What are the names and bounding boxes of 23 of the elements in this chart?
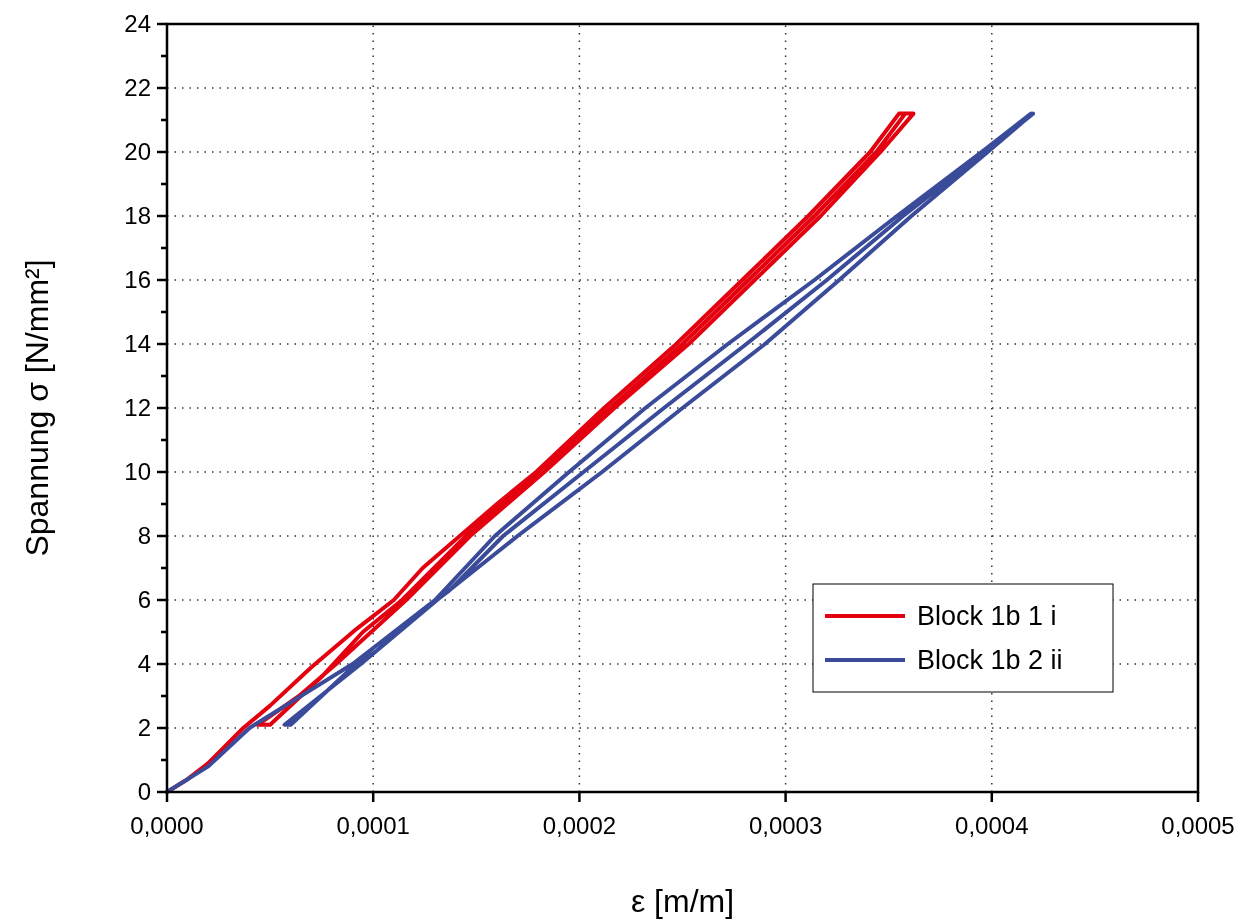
x-tick-label: 0,0004 <box>955 812 1029 839</box>
y-tick-label: 6 <box>137 586 151 614</box>
x-tick-label: 0,0005 <box>1161 812 1235 839</box>
y-axis-title: Spannung σ [N/mm²] <box>19 259 55 557</box>
x-tick-label: 0,0001 <box>336 812 410 839</box>
y-tick-label: 8 <box>137 522 151 550</box>
y-tick-label: 0 <box>137 778 151 806</box>
x-tick-label: 0,0002 <box>542 812 617 839</box>
y-tick-label: 18 <box>124 202 151 230</box>
y-tick-label: 14 <box>124 330 151 358</box>
x-tick-label: 0,0000 <box>130 812 204 839</box>
y-tick-label: 4 <box>137 650 151 678</box>
y-tick-label: 2 <box>137 714 151 742</box>
legend-label: Block 1b 2 ii <box>917 645 1063 676</box>
y-tick-label: 12 <box>124 394 151 422</box>
y-tick-label: 10 <box>124 458 151 486</box>
y-tick-label: 20 <box>124 138 151 166</box>
x-tick-label: 0,0003 <box>748 812 823 839</box>
y-tick-label: 22 <box>124 74 151 102</box>
y-tick-label: 16 <box>124 266 151 294</box>
legend-label: Block 1b 1 i <box>917 601 1057 632</box>
x-axis-title: ε [m/m] <box>630 883 735 919</box>
y-tick-label: 24 <box>124 10 151 38</box>
